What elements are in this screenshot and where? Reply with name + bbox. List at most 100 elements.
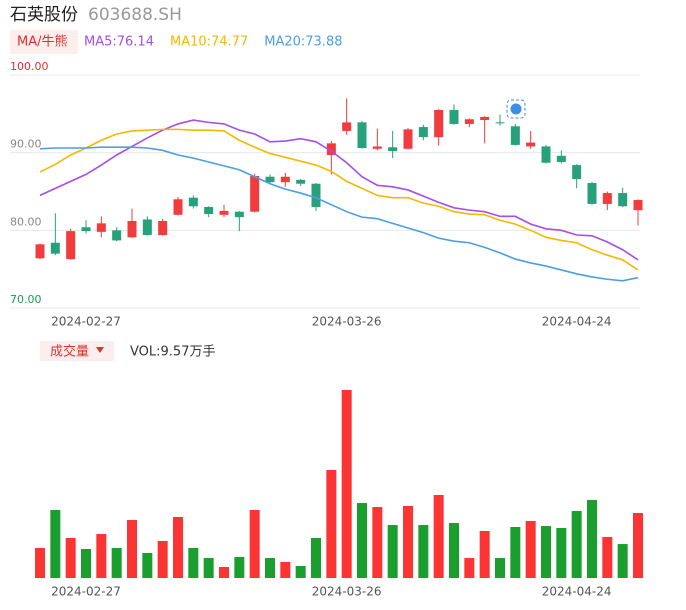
volume-bar — [35, 547, 45, 578]
volume-bar — [541, 526, 551, 578]
stock-name: 石英股份 — [10, 5, 78, 25]
ma-line — [39, 119, 639, 261]
volume-bar — [65, 537, 76, 578]
candle-body — [158, 221, 168, 235]
volume-bar — [173, 517, 183, 578]
volume-bar — [602, 536, 613, 578]
candle-body — [372, 146, 382, 149]
volume-bar — [479, 531, 490, 578]
candle-body — [250, 175, 260, 212]
stock-code: 603688.SH — [88, 5, 182, 25]
legend-entry: MA20:73.88 — [264, 35, 342, 50]
candle-body — [618, 193, 628, 207]
y-tick-label: 70.00 — [10, 293, 42, 306]
volume-bar — [280, 561, 291, 578]
candle-body — [510, 126, 520, 145]
candle-body — [388, 147, 398, 152]
candle-body — [219, 210, 229, 215]
volume-bar — [372, 507, 383, 578]
x-tick-label: 2024-02-27 — [51, 315, 121, 329]
candle-body — [434, 109, 444, 138]
volume-bar — [295, 565, 306, 578]
indicator-button[interactable] — [10, 30, 78, 54]
legend-entry: MA5:76.14 — [84, 35, 154, 50]
candle-body — [66, 231, 76, 260]
candle-body — [296, 179, 306, 184]
candle-body — [495, 122, 505, 124]
volume-title[interactable]: 成交量 — [50, 344, 89, 360]
y-tick-label: 80.00 — [10, 215, 42, 228]
candle-body — [526, 142, 536, 147]
candle-body — [449, 109, 459, 124]
volume-bar — [449, 522, 459, 578]
candle-body — [234, 211, 244, 218]
volume-bar — [525, 521, 536, 578]
candle-body — [602, 193, 612, 204]
candle-body — [35, 244, 45, 259]
candle-body — [127, 221, 137, 238]
volume-bar — [142, 553, 153, 578]
volume-bar — [326, 470, 337, 578]
volume-bar — [617, 544, 628, 578]
volume-bar — [234, 557, 245, 578]
candle-body — [541, 146, 551, 163]
volume-bar — [311, 537, 321, 578]
x-tick-label: 2024-02-27 — [51, 585, 121, 599]
volume-bar — [433, 495, 444, 578]
candle-body — [173, 199, 183, 215]
volume-button[interactable] — [40, 341, 114, 361]
volume-bar — [111, 547, 122, 578]
volume-bar — [556, 528, 567, 578]
badge-icon — [506, 99, 526, 119]
volume-bar — [157, 540, 168, 578]
x-tick-label: 2024-03-26 — [312, 315, 382, 329]
volume-bar — [495, 558, 505, 578]
volume-bar — [188, 547, 199, 578]
legend-entry: MA10:74.77 — [170, 35, 248, 50]
candle-body — [142, 219, 152, 235]
candle-body — [280, 176, 290, 183]
volume-bar — [249, 510, 260, 578]
volume-legend: VOL:9.57万手 — [130, 345, 215, 360]
volume-bar — [203, 558, 214, 578]
volume-bar — [265, 558, 275, 578]
candle-body — [480, 116, 490, 121]
candle-body — [633, 200, 643, 211]
volume-bar — [127, 519, 137, 578]
candle-body — [572, 165, 582, 180]
volume-bar — [81, 548, 91, 578]
x-tick-label: 2024-03-26 — [312, 585, 382, 599]
dropdown-arrow[interactable] — [96, 347, 104, 353]
candle-body — [81, 227, 91, 232]
ma-line — [39, 146, 639, 282]
candle-body — [96, 223, 106, 232]
volume-bar — [357, 503, 367, 578]
candle-body — [326, 143, 336, 155]
volume-bar — [571, 511, 582, 578]
volume-bar — [633, 513, 643, 578]
candle-body — [357, 122, 367, 149]
candle-body — [556, 155, 566, 162]
y-tick-label: 90.00 — [10, 138, 42, 151]
candle-body — [188, 197, 198, 207]
indicator-label[interactable]: MA/牛熊 — [17, 34, 68, 50]
volume-bar — [418, 525, 429, 578]
volume-bar — [387, 525, 398, 578]
candle-body — [265, 176, 275, 183]
candle-body — [342, 122, 352, 131]
candle-body — [464, 119, 474, 124]
x-tick-label: 2024-04-24 — [542, 585, 612, 599]
volume-bar — [341, 390, 352, 578]
candle-body — [311, 183, 321, 208]
x-tick-label: 2024-04-24 — [542, 315, 612, 329]
volume-bar — [464, 558, 475, 578]
volume-bar — [403, 506, 413, 578]
volume-bar — [219, 566, 229, 578]
candle-body — [418, 127, 428, 138]
volume-bar — [587, 500, 597, 578]
volume-bar — [510, 526, 521, 578]
y-tick-label: 100.00 — [10, 60, 49, 73]
candle-body — [50, 242, 60, 254]
